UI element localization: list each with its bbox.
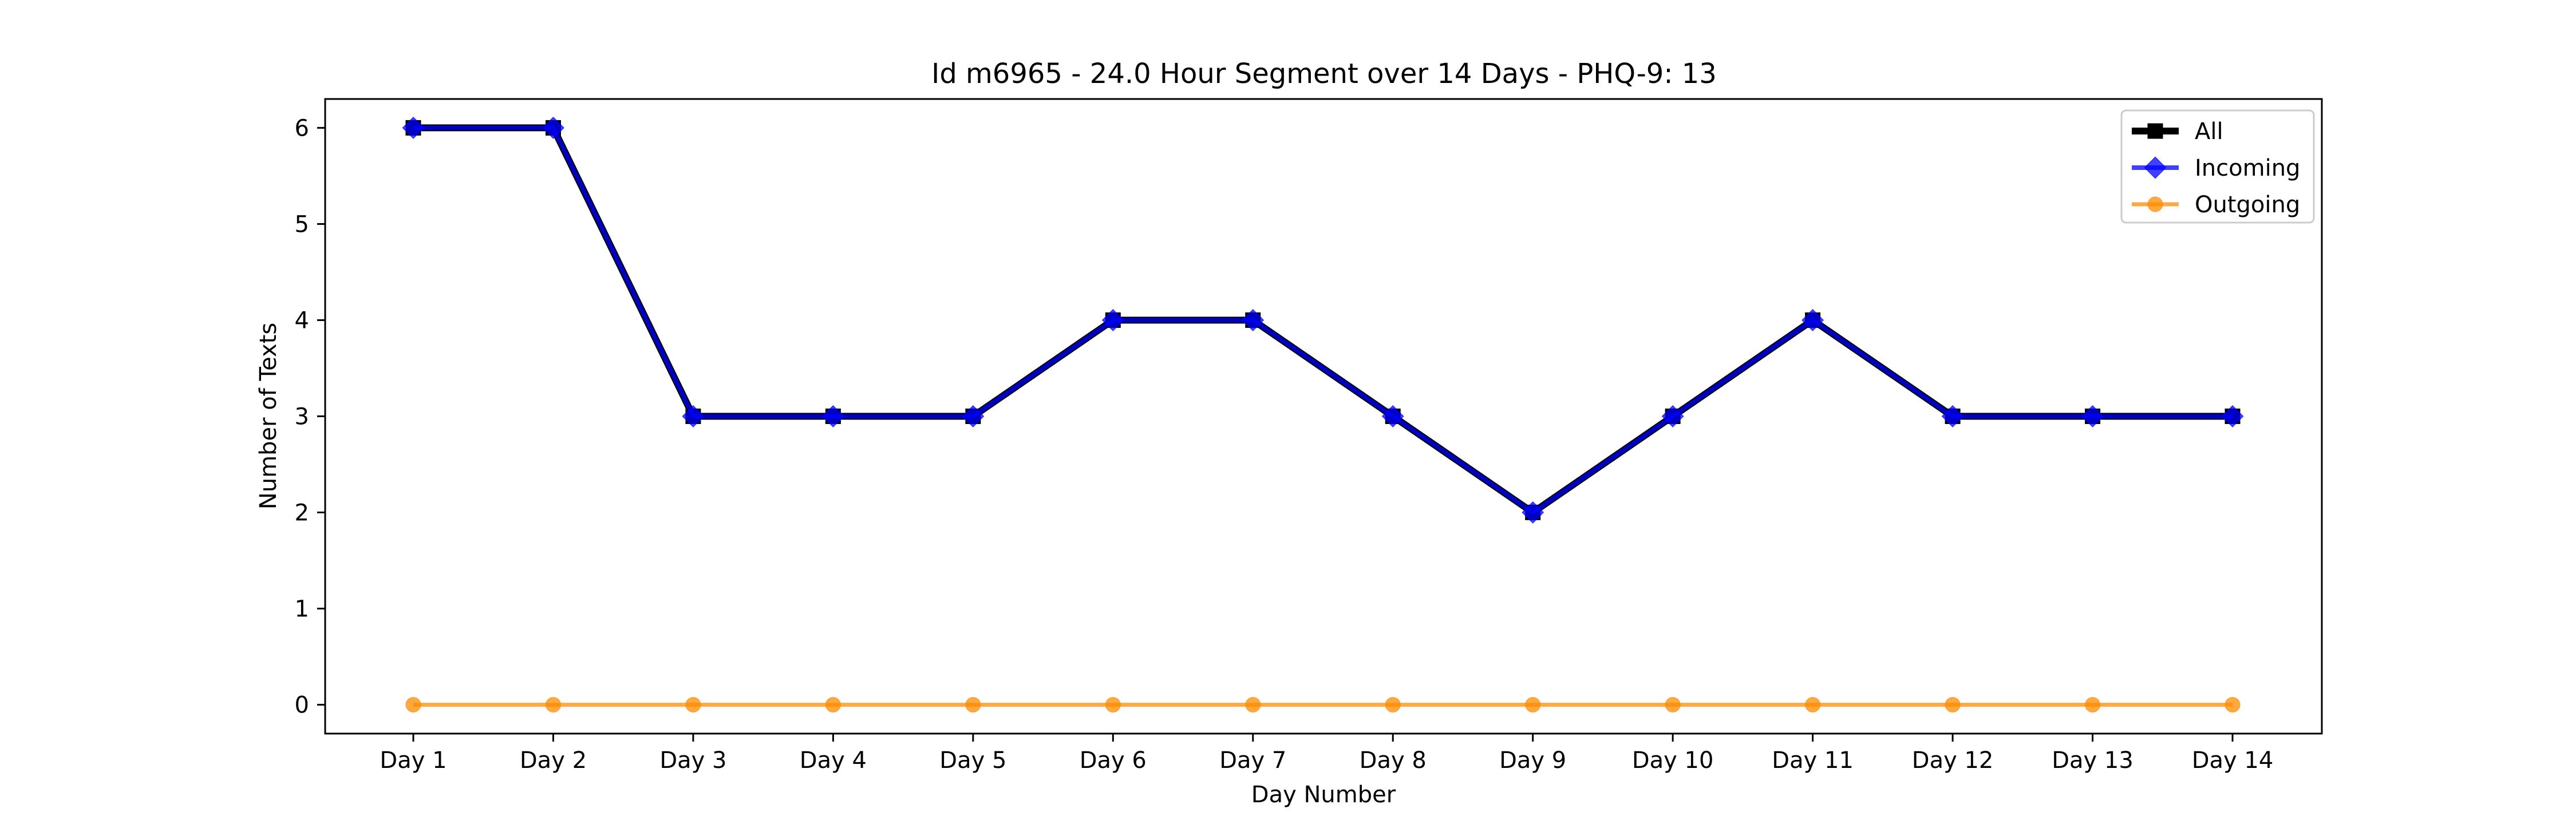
data-point xyxy=(965,697,981,713)
data-point xyxy=(1242,309,1265,331)
legend-swatch-marker xyxy=(2147,196,2163,212)
legend-entry: All xyxy=(2132,118,2223,145)
data-point xyxy=(2081,405,2104,427)
series-outgoing xyxy=(405,697,2241,713)
y-tick-label: 3 xyxy=(295,404,309,430)
data-point xyxy=(685,697,701,713)
data-point xyxy=(682,405,705,427)
y-tick-label: 1 xyxy=(295,596,309,623)
x-tick-label: Day 3 xyxy=(659,747,726,774)
data-point xyxy=(1665,697,1681,713)
x-tick-label: Day 13 xyxy=(2052,747,2134,774)
x-tick-label: Day 11 xyxy=(1772,747,1854,774)
x-axis: Day 1 Day 2 Day 3 Day 4 Day 5 Day 6 Day 7 Day 8… xyxy=(380,734,2273,774)
plot-area xyxy=(402,116,2244,713)
data-point xyxy=(1105,697,1121,713)
x-axis-label: Day Number xyxy=(1251,782,1396,808)
legend-entry: Incoming xyxy=(2132,155,2300,181)
legend-entry: Outgoing xyxy=(2132,192,2300,218)
x-tick-label: Day 9 xyxy=(1499,747,1566,774)
data-point xyxy=(2225,697,2241,713)
y-axis: 0 1 2 3 4 5 6 xyxy=(295,115,325,719)
legend-swatch-marker xyxy=(2147,123,2163,139)
x-tick-label: Day 12 xyxy=(1912,747,1994,774)
x-tick-label: Day 6 xyxy=(1080,747,1147,774)
data-point xyxy=(1381,405,1404,427)
legend-label: Outgoing xyxy=(2195,192,2300,218)
legend-box xyxy=(2120,109,2315,224)
x-tick-label: Day 4 xyxy=(800,747,867,774)
data-point xyxy=(405,697,421,713)
data-point xyxy=(1525,697,1541,713)
data-point xyxy=(1101,309,1124,331)
y-tick-label: 0 xyxy=(295,692,309,719)
data-point xyxy=(821,405,844,427)
data-point xyxy=(1805,697,1821,713)
data-point xyxy=(545,697,561,713)
data-point xyxy=(2221,405,2244,427)
x-tick-label: Day 8 xyxy=(1360,747,1427,774)
x-tick-label: Day 14 xyxy=(2192,747,2274,774)
data-point xyxy=(1245,697,1261,713)
x-tick-label: Day 5 xyxy=(939,747,1006,774)
x-tick-label: Day 10 xyxy=(1632,747,1714,774)
data-point xyxy=(402,116,425,139)
data-point xyxy=(1385,697,1401,713)
x-tick-label: Day 1 xyxy=(380,747,447,774)
legend-label: All xyxy=(2195,118,2223,145)
data-point xyxy=(542,116,564,139)
legend: All Incoming Outgoing xyxy=(2120,109,2315,224)
data-point xyxy=(825,697,841,713)
data-point xyxy=(1661,405,1684,427)
data-point xyxy=(2085,697,2101,713)
legend-swatch-marker xyxy=(2144,156,2167,179)
y-tick-label: 4 xyxy=(295,307,309,334)
y-axis-label: Number of Texts xyxy=(255,323,282,509)
legend-label: Incoming xyxy=(2195,155,2300,181)
y-tick-label: 2 xyxy=(295,500,309,526)
series-line xyxy=(413,125,2233,516)
data-point xyxy=(1945,697,1961,713)
y-tick-label: 5 xyxy=(295,211,309,237)
x-tick-label: Day 7 xyxy=(1219,747,1286,774)
x-tick-label: Day 2 xyxy=(520,747,587,774)
data-point xyxy=(1522,501,1544,524)
y-tick-label: 6 xyxy=(295,115,309,141)
series-incoming xyxy=(402,116,2244,524)
data-point xyxy=(1941,405,1964,427)
data-point xyxy=(962,405,985,427)
data-point xyxy=(1801,309,1824,331)
chart-title: Id m6965 - 24.0 Hour Segment over 14 Day… xyxy=(931,58,1717,90)
